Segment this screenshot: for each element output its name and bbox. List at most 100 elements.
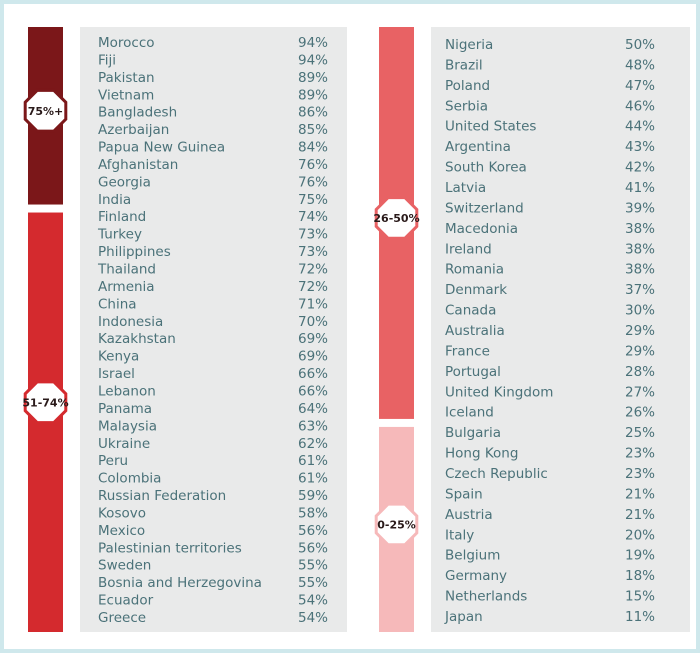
country-name: Australia — [445, 323, 505, 339]
percentage: 55% — [298, 558, 328, 574]
country-name: Portugal — [445, 364, 501, 380]
percentage: 47% — [625, 78, 655, 94]
country-name: Philippines — [98, 244, 171, 260]
percentage: 72% — [298, 262, 328, 278]
percentage: 23% — [625, 466, 655, 482]
country-name: Afghanistan — [98, 157, 178, 173]
percentage: 76% — [298, 157, 328, 173]
country-name: Georgia — [98, 174, 151, 190]
country-name: Austria — [445, 507, 493, 523]
percentage: 15% — [625, 589, 655, 605]
country-name: Canada — [445, 303, 496, 319]
percentage: 69% — [298, 331, 328, 347]
percentage: 43% — [625, 139, 655, 155]
country-name: Germany — [445, 568, 507, 584]
percentage: 75% — [298, 192, 328, 208]
country-name: Morocco — [98, 35, 155, 51]
percentage: 62% — [298, 436, 328, 452]
country-name: Kosovo — [98, 505, 146, 521]
percentage: 26% — [625, 405, 655, 421]
country-name: Spain — [445, 486, 483, 502]
country-name: Iceland — [445, 405, 494, 421]
percentage: 18% — [625, 568, 655, 584]
percentage: 89% — [298, 87, 328, 103]
percentage: 29% — [625, 323, 655, 339]
percentage: 19% — [625, 548, 655, 564]
percentage: 94% — [298, 52, 328, 68]
country-name: Poland — [445, 78, 490, 94]
percentage: 44% — [625, 119, 655, 135]
country-name: Kazakhstan — [98, 331, 176, 347]
percentage: 66% — [298, 366, 328, 382]
country-name: South Korea — [445, 160, 527, 176]
percentage: 29% — [625, 343, 655, 359]
country-name: India — [98, 192, 131, 208]
percentage: 25% — [625, 425, 655, 441]
percentage: 30% — [625, 303, 655, 319]
group-label: 0-25% — [377, 518, 416, 531]
percentage: 55% — [298, 575, 328, 591]
country-name: Macedonia — [445, 221, 518, 237]
country-name: Peru — [98, 453, 128, 469]
country-name: Mexico — [98, 523, 145, 539]
country-name: Argentina — [445, 139, 511, 155]
country-name: Lebanon — [98, 383, 156, 399]
percentage: 72% — [298, 279, 328, 295]
group-badge — [23, 88, 68, 133]
country-name: Finland — [98, 209, 146, 225]
country-name: Bosnia and Herzegovina — [98, 575, 262, 591]
percentage: 38% — [625, 241, 655, 257]
percentage: 39% — [625, 200, 655, 216]
percentage: 11% — [625, 609, 655, 625]
percentage: 86% — [298, 105, 328, 121]
percentage: 61% — [298, 453, 328, 469]
country-name: United States — [445, 119, 536, 135]
percentage: 73% — [298, 227, 328, 243]
percentage: 94% — [298, 35, 328, 51]
country-name: Bulgaria — [445, 425, 501, 441]
percentage: 42% — [625, 160, 655, 176]
group-label: 51-74% — [22, 396, 68, 409]
percentage: 54% — [298, 593, 328, 609]
country-name: Palestinian territories — [98, 540, 242, 556]
percentage: 21% — [625, 486, 655, 502]
country-name: Colombia — [98, 471, 161, 487]
percentage: 48% — [625, 57, 655, 73]
percentage: 70% — [298, 314, 328, 330]
country-name: Japan — [444, 609, 483, 625]
country-name: Turkey — [97, 227, 142, 243]
country-name: Nigeria — [445, 37, 493, 53]
country-name: Armenia — [98, 279, 155, 295]
country-name: Denmark — [445, 282, 507, 298]
percentage: 46% — [625, 98, 655, 114]
percentage: 76% — [298, 174, 328, 190]
percentage: 89% — [298, 70, 328, 86]
country-name: Netherlands — [445, 589, 527, 605]
percentage: 54% — [298, 610, 328, 626]
country-name: Israel — [98, 366, 135, 382]
country-name: Italy — [445, 527, 474, 543]
percentage: 27% — [625, 384, 655, 400]
percentage: 71% — [298, 296, 328, 312]
group-badge — [23, 380, 68, 425]
country-name: Fiji — [98, 52, 116, 68]
country-name: Greece — [98, 610, 146, 626]
country-name: Ireland — [445, 241, 492, 257]
country-name: Papua New Guinea — [98, 140, 225, 156]
country-name: Malaysia — [98, 418, 157, 434]
percentage: 69% — [298, 349, 328, 365]
percentage: 50% — [625, 37, 655, 53]
percentage: 85% — [298, 122, 328, 138]
percentage: 61% — [298, 471, 328, 487]
country-name: Czech Republic — [445, 466, 548, 482]
country-name: Brazil — [445, 57, 483, 73]
country-name: Pakistan — [98, 70, 155, 86]
percentage: 28% — [625, 364, 655, 380]
group-label: 75%+ — [28, 105, 64, 118]
country-name: Azerbaijan — [98, 122, 169, 138]
country-name: Ecuador — [98, 593, 154, 609]
percentage: 74% — [298, 209, 328, 225]
country-name: Bangladesh — [98, 105, 177, 121]
percentage: 58% — [298, 505, 328, 521]
